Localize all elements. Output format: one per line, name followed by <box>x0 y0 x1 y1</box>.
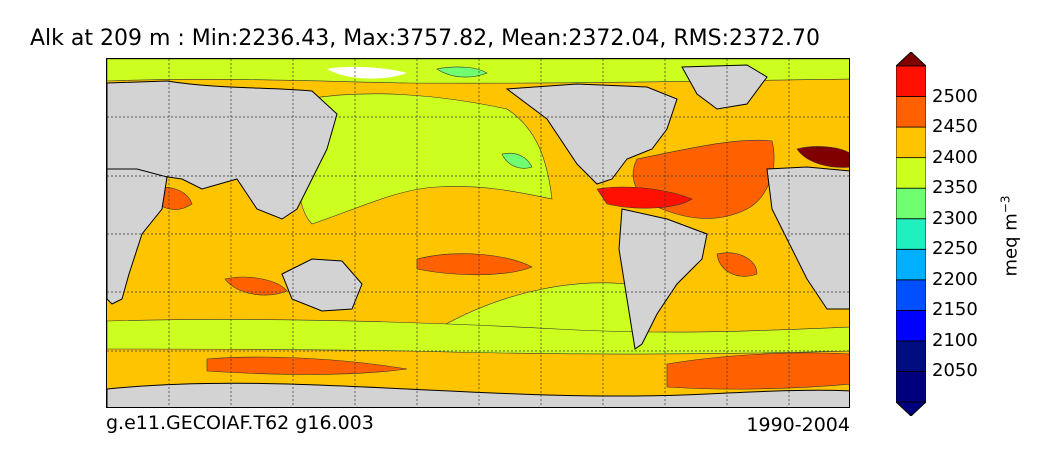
land-antarctica <box>107 382 849 407</box>
colorbar-tick-label: 2350 <box>932 177 978 199</box>
colorbar-unit-text: meq m <box>1000 213 1022 277</box>
colorbar-over-triangle <box>896 52 926 67</box>
colorbar-tick-label: 2400 <box>932 146 978 168</box>
missing-arctic <box>327 66 407 79</box>
field-2250-2300-pacific <box>501 152 533 169</box>
colorbar-tick-label: 2200 <box>932 268 978 290</box>
colorbar-segment <box>896 96 926 128</box>
field-2400-2450-southern-west <box>206 356 408 375</box>
land-australia <box>281 258 363 312</box>
field-2300-2350-southern-band <box>107 319 849 355</box>
colorbar-segment <box>896 371 926 403</box>
case-name-label: g.e11.GECOIAF.T62 g16.003 <box>106 412 374 434</box>
colorbar-tick-label: 2150 <box>932 299 978 321</box>
colorbar-segment <box>896 248 926 281</box>
field-2300-2350-north-pacific <box>297 93 553 225</box>
colorbar-tick-label: 2100 <box>932 329 978 351</box>
colorbar-segment <box>896 187 926 220</box>
years-label: 1990-2004 <box>746 414 850 436</box>
colorbar-tick-label: 2450 <box>932 116 978 138</box>
land-africa <box>107 168 168 305</box>
field-2400-2450-south-atlantic <box>716 252 758 277</box>
colorbar-unit-exponent: −3 <box>998 195 1013 214</box>
land-africa-east <box>766 166 849 310</box>
colorbar-tick-label: 2300 <box>932 207 978 229</box>
colorbar-segment <box>896 279 926 311</box>
colorbar-tick-label: 2250 <box>932 238 978 260</box>
map-title: Alk at 209 m : Min:2236.43, Max:3757.82,… <box>30 26 821 51</box>
colorbar-segment <box>896 65 926 97</box>
colorbar-segment <box>896 157 926 189</box>
colorbar-tick-label: 2050 <box>932 360 978 382</box>
field-2400-2450-south-pacific <box>416 253 533 276</box>
land-south-america <box>618 208 708 350</box>
colorbar-segment <box>896 218 926 250</box>
map-panel <box>106 58 850 408</box>
colorbar-tick-label: 2500 <box>932 85 978 107</box>
field-2400-2450-indian <box>224 276 288 296</box>
land-north-america <box>505 83 678 185</box>
graticule <box>107 59 849 407</box>
field-2400-2450-southern <box>666 352 849 390</box>
colorbar-segment <box>896 126 926 159</box>
ocean-field-map <box>107 59 849 407</box>
field-above-2500-mediterranean <box>796 146 849 168</box>
land-masses <box>107 64 849 407</box>
field-2250-2300-arctic <box>436 66 488 78</box>
field-2450-2500-caribbean <box>596 186 693 209</box>
colorbar-segment <box>896 340 926 372</box>
colorbar-under-triangle <box>896 401 926 416</box>
colorbar-unit-label: meq m−3 <box>999 196 1022 277</box>
land-greenland <box>681 64 768 110</box>
land-eurasia <box>107 80 338 220</box>
colorbar <box>896 52 926 416</box>
colorbar-segment <box>896 309 926 342</box>
